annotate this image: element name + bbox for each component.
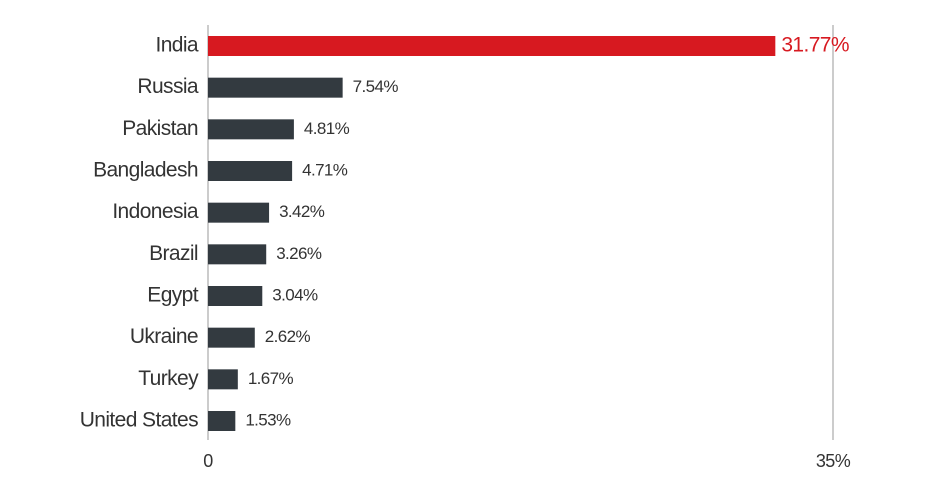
value-label: 1.67% [248, 369, 294, 388]
x-tick-label: 0 [203, 451, 213, 471]
value-label: 31.77% [781, 34, 849, 57]
bar [208, 36, 776, 56]
bar [208, 286, 263, 306]
value-label: 3.26% [276, 244, 322, 263]
bar [208, 77, 343, 98]
value-label: 3.04% [272, 285, 318, 304]
value-label: 2.62% [265, 327, 311, 346]
value-label: 4.71% [302, 160, 348, 179]
bar [208, 411, 236, 431]
category-label: Pakistan [122, 117, 198, 140]
value-label: 7.54% [353, 77, 399, 96]
bar [208, 244, 267, 265]
category-label: Russia [137, 75, 199, 98]
bar [208, 369, 238, 390]
category-label: Turkey [138, 367, 199, 390]
value-label: 3.42% [279, 202, 325, 221]
bar [208, 161, 293, 181]
bar [208, 119, 294, 140]
category-label: India [155, 34, 198, 57]
category-label: Indonesia [112, 200, 199, 223]
category-label: Bangladesh [93, 159, 198, 182]
value-label: 1.53% [245, 410, 291, 429]
bar [208, 202, 270, 223]
category-label: United States [80, 409, 198, 432]
bar [208, 327, 255, 348]
category-label: Brazil [149, 242, 198, 265]
category-label: Egypt [147, 284, 198, 307]
category-label: Ukraine [130, 325, 198, 348]
value-label: 4.81% [304, 119, 350, 138]
x-tick-label: 35% [816, 451, 851, 471]
